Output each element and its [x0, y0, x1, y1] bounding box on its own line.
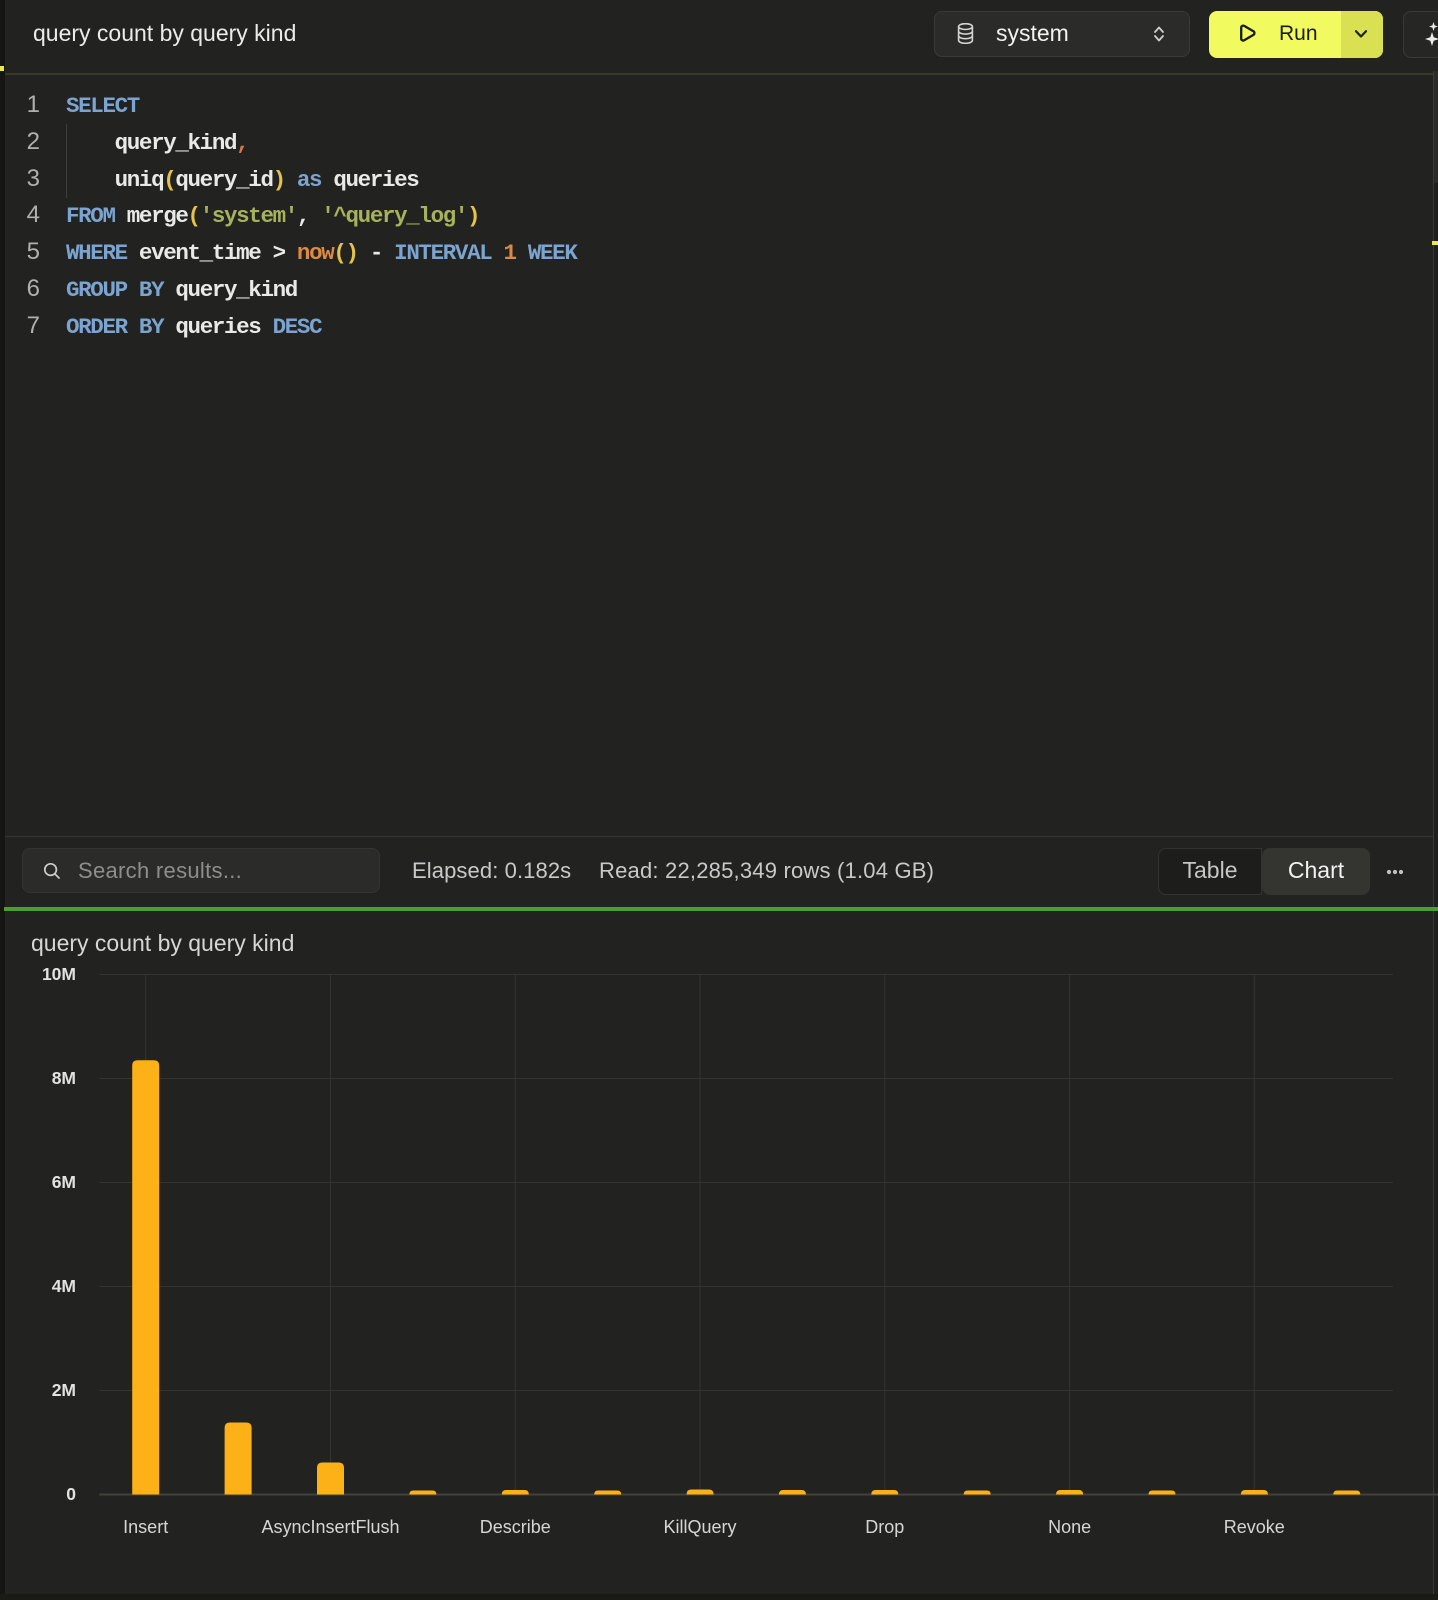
- svg-text:8M: 8M: [52, 1068, 76, 1088]
- svg-text:10M: 10M: [42, 964, 76, 984]
- svg-text:4M: 4M: [52, 1276, 76, 1296]
- svg-text:Describe: Describe: [480, 1517, 551, 1537]
- svg-text:None: None: [1048, 1517, 1091, 1537]
- svg-text:AsyncInsertFlush: AsyncInsertFlush: [261, 1517, 399, 1537]
- svg-text:query count by query kind: query count by query kind: [31, 930, 294, 956]
- svg-text:Revoke: Revoke: [1224, 1517, 1285, 1537]
- svg-text:Insert: Insert: [123, 1517, 168, 1537]
- svg-text:0: 0: [66, 1484, 76, 1504]
- svg-text:Drop: Drop: [865, 1517, 904, 1537]
- svg-text:6M: 6M: [52, 1172, 76, 1192]
- svg-text:KillQuery: KillQuery: [663, 1517, 736, 1537]
- svg-text:2M: 2M: [52, 1380, 76, 1400]
